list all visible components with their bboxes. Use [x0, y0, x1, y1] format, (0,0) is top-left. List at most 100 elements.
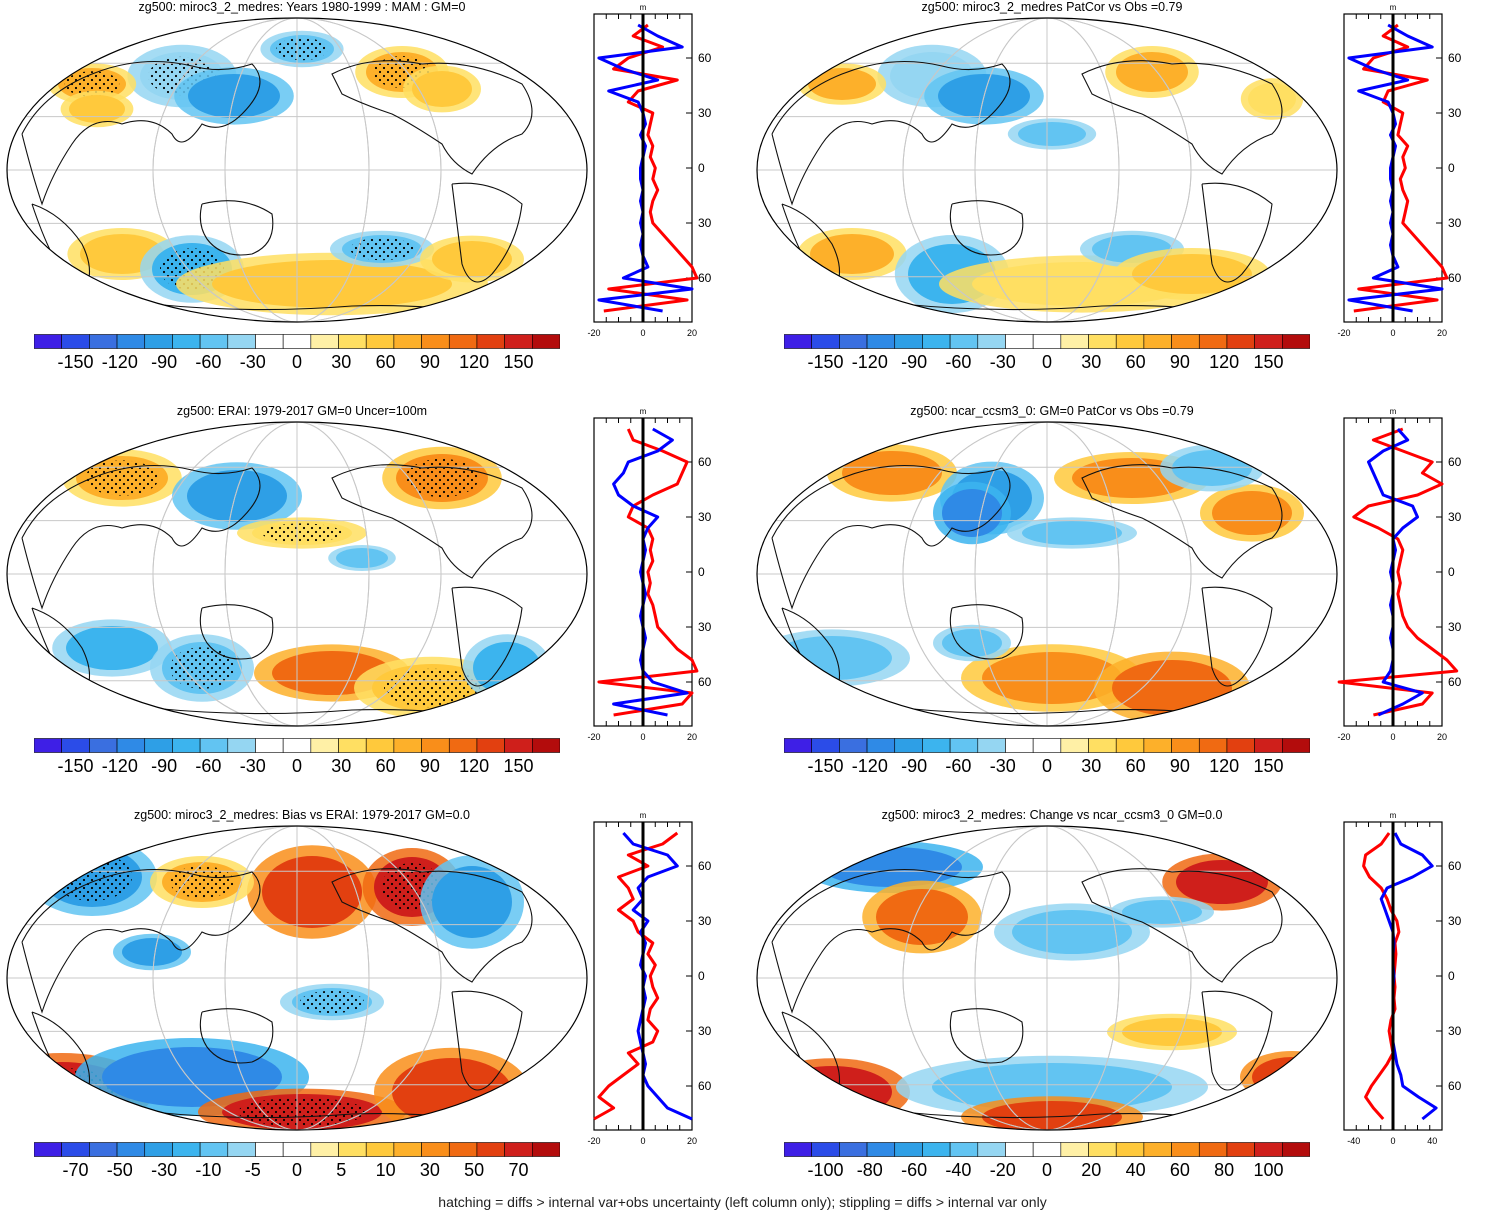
colorbar-tick-label: 150: [1253, 756, 1284, 776]
colorbar-tick-label: 120: [459, 756, 490, 776]
colorbar-swatch: [1226, 738, 1255, 753]
colorbar-swatch: [116, 334, 146, 349]
colorbar-swatch: [977, 1142, 1006, 1157]
coastline: [1081, 60, 1283, 175]
colorbar-swatch: [783, 1142, 812, 1157]
colorbar-tick-label: -90: [901, 756, 928, 776]
lat-tick-label: 30N: [698, 510, 712, 524]
stippling: [262, 523, 342, 543]
colorbar-tick-label: 60: [375, 352, 396, 372]
colorbar-swatch: [1088, 738, 1117, 753]
colorbar-swatch: [811, 738, 840, 753]
zonal-x-tick-label: 0: [640, 732, 645, 742]
lat-tick-label: 30N: [1448, 510, 1462, 524]
colorbar-tick-label: -120: [851, 756, 888, 776]
map-plot: [756, 825, 1338, 1131]
anomaly-region: [1248, 83, 1296, 115]
colorbar-swatch: [1282, 334, 1311, 349]
anomaly-region: [1012, 910, 1132, 954]
colorbar-swatch: [199, 738, 229, 753]
longitude-gridline: [224, 826, 370, 1130]
stippling: [350, 237, 414, 261]
longitude-gridline: [224, 18, 370, 322]
anomaly-region: [1022, 521, 1122, 545]
coastline: [949, 1008, 1024, 1064]
coastline: [451, 990, 523, 1091]
map-border: [6, 17, 588, 323]
colorbar-tick-label: 0: [291, 352, 303, 372]
colorbar-tick-label: 20: [1081, 1160, 1102, 1180]
colorbar-swatch: [1032, 738, 1062, 753]
panel-middle-left: zg500: ERAI: 1979-2017 GM=0 Uncer=100m m…: [2, 404, 722, 794]
colorbar-swatches: [33, 334, 561, 349]
zonal-x-tick-label: 20: [687, 1136, 697, 1146]
lat-tick-label: 30N: [698, 106, 712, 120]
zonal-series-obs: [597, 23, 694, 313]
colorbar-swatch: [227, 334, 256, 349]
colorbar-swatch: [338, 738, 367, 753]
zonal-unit-label: m: [1390, 3, 1397, 12]
anomaly-region: [66, 626, 158, 670]
colorbar-swatch: [310, 1142, 339, 1157]
colorbar-swatch: [811, 334, 840, 349]
lat-tick-label: 30S: [698, 1024, 712, 1038]
colorbar-swatches: [783, 334, 1311, 349]
lat-tick-label: 30S: [1448, 216, 1462, 230]
zonal-x-tick-label: 20: [1437, 732, 1447, 742]
zonal-x-tick-label: 0: [640, 1136, 645, 1146]
lat-tick-label: 60N: [698, 51, 712, 65]
colorbar-swatch: [310, 738, 339, 753]
stippling: [170, 647, 234, 689]
colorbar-swatch: [227, 1142, 256, 1157]
map-border: [756, 17, 1338, 323]
zonal-x-tick-label: 0: [1390, 732, 1395, 742]
zonal-mean-plot: m 60N 30N 0 30S 60S -20 0 20: [587, 3, 712, 338]
colorbar-swatch: [227, 738, 256, 753]
colorbar-swatch: [1143, 738, 1172, 753]
colorbar-tick-label: -150: [807, 756, 844, 776]
anomaly-region: [876, 889, 968, 945]
colorbar-tick-label: -60: [945, 756, 972, 776]
map-field: [7, 826, 587, 1130]
anomaly-region: [1122, 900, 1202, 924]
colorbar-swatch: [1254, 738, 1283, 753]
colorbar-swatch: [116, 1142, 146, 1157]
colorbar-swatch: [365, 334, 395, 349]
figure-footer: hatching = diffs > internal var+obs unce…: [438, 1194, 1047, 1210]
colorbar-swatch: [922, 1142, 951, 1157]
lat-tick-label: 0: [1448, 161, 1455, 175]
colorbar-swatch: [1282, 1142, 1311, 1157]
coastline: [949, 604, 1024, 660]
colorbar-tick-label: 90: [1169, 756, 1190, 776]
colorbar: -150 -120 -90 -60 -30 0 30 60 90 120 150: [33, 334, 561, 376]
anomaly-region: [822, 847, 962, 887]
longitude-gridline: [974, 18, 1120, 322]
lat-tick-label: 60S: [698, 675, 712, 689]
colorbar-swatch: [1060, 738, 1089, 753]
anomaly-region: [187, 470, 287, 522]
colorbar-swatch: [421, 334, 450, 349]
lat-tick-label: 0: [1448, 969, 1455, 983]
colorbar-tick-label: 10: [375, 1160, 396, 1180]
colorbar-swatch: [1005, 334, 1034, 349]
colorbar-tick-label: -30: [239, 756, 266, 776]
longitude-gridline: [902, 18, 1192, 322]
colorbar-swatch: [1005, 738, 1034, 753]
lat-tick-label: 30S: [698, 620, 712, 634]
map-field: [757, 18, 1337, 322]
colorbar-tick-label: 60: [1169, 1160, 1190, 1180]
zonal-x-tick-label: 20: [1437, 328, 1447, 338]
colorbar-swatch: [922, 334, 951, 349]
colorbar-tick-label: 120: [1209, 352, 1240, 372]
colorbar-tick-label: -30: [989, 352, 1016, 372]
colorbar-swatch: [255, 1142, 284, 1157]
colorbar-swatch: [61, 1142, 90, 1157]
longitude-gridline: [902, 422, 1192, 726]
coastline: [199, 200, 274, 256]
colorbar-swatch: [977, 334, 1006, 349]
zonal-series-model: [593, 831, 679, 1121]
colorbar-swatch: [504, 738, 533, 753]
colorbar-tick-label: -100: [807, 1160, 844, 1180]
panel-title: zg500: ncar_ccsm3_0: GM=0 PatCor vs Obs …: [910, 404, 1194, 418]
colorbar-swatch: [532, 1142, 561, 1157]
